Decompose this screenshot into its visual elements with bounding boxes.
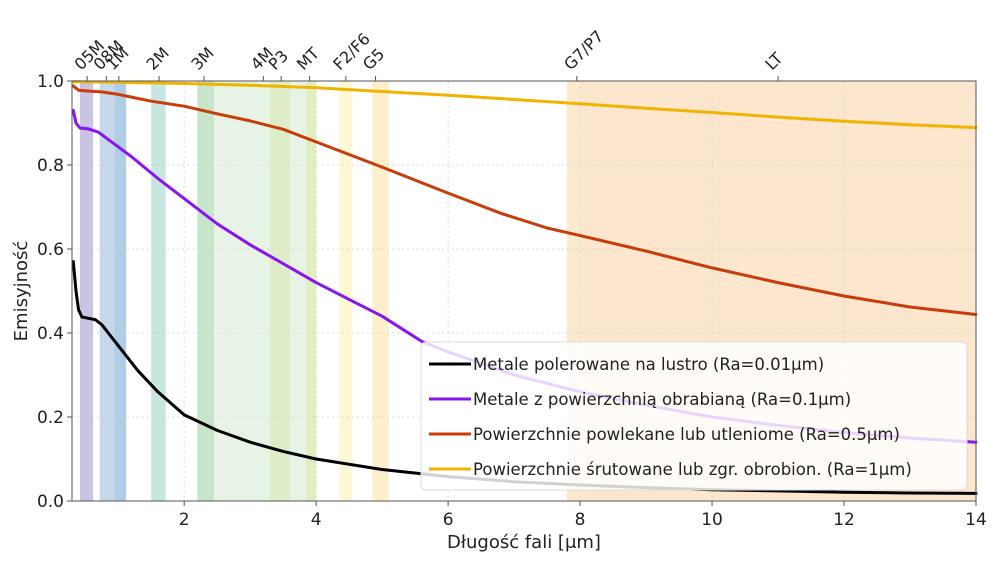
axes — [71, 80, 977, 502]
legend-label: Powierzchnie powlekane lub utleniome (Ra… — [473, 425, 900, 444]
x-tick-label: 14 — [965, 510, 987, 530]
x-tick-label: 12 — [833, 510, 855, 530]
legend-label: Powierzchnie śrutowane lub zgr. obrobion… — [473, 460, 912, 479]
series-line-3 — [71, 84, 978, 316]
series-line-4 — [71, 80, 978, 130]
x-tick-label: 8 — [575, 510, 586, 530]
x-ticks: 2 4 6 8 10 12 14 — [179, 501, 987, 530]
legend: Metale polerowane na lustro (Ra=0.01μm) M… — [420, 341, 968, 491]
band-05m — [79, 81, 94, 501]
x-axis-title: Długość fali [μm] — [447, 532, 601, 553]
y-tick-label: 0.4 — [37, 324, 64, 344]
y-tick-label: 0.6 — [37, 240, 64, 260]
band-3m — [197, 81, 214, 501]
x-tick-label: 2 — [179, 510, 190, 530]
legend-label: Metale polerowane na lustro (Ra=0.01μm) — [473, 355, 824, 374]
band-mt — [306, 81, 317, 501]
y-tick-label: 0.0 — [37, 492, 64, 512]
y-tick-label: 0.2 — [37, 408, 64, 428]
band-4m — [197, 81, 317, 501]
y-axis-title: Emisyjność — [11, 241, 32, 342]
legend-label: Metale z powierzchnią obrabianą (Ra=0.1μ… — [473, 390, 851, 409]
legend-box — [420, 341, 968, 491]
y-tick-label: 1.0 — [37, 72, 64, 92]
band-2m — [151, 81, 166, 501]
band-label: 3M — [187, 43, 217, 73]
band-1m — [114, 81, 127, 501]
y-ticks: 0.0 0.2 0.4 0.6 0.8 1.0 — [37, 72, 72, 512]
band-p3 — [269, 81, 290, 501]
band-label: MT — [293, 44, 323, 74]
x-tick-label: 10 — [701, 510, 723, 530]
band-label: LT — [761, 49, 786, 74]
x-tick-label: 4 — [311, 510, 322, 530]
y-tick-label: 0.8 — [37, 156, 64, 176]
band-label: G7/P7 — [560, 27, 607, 74]
band-g5 — [372, 81, 389, 501]
band-label: 2M — [142, 43, 172, 73]
plot-frame — [71, 80, 977, 502]
band-f2-f6 — [339, 81, 353, 501]
x-tick-label: 6 — [443, 510, 454, 530]
